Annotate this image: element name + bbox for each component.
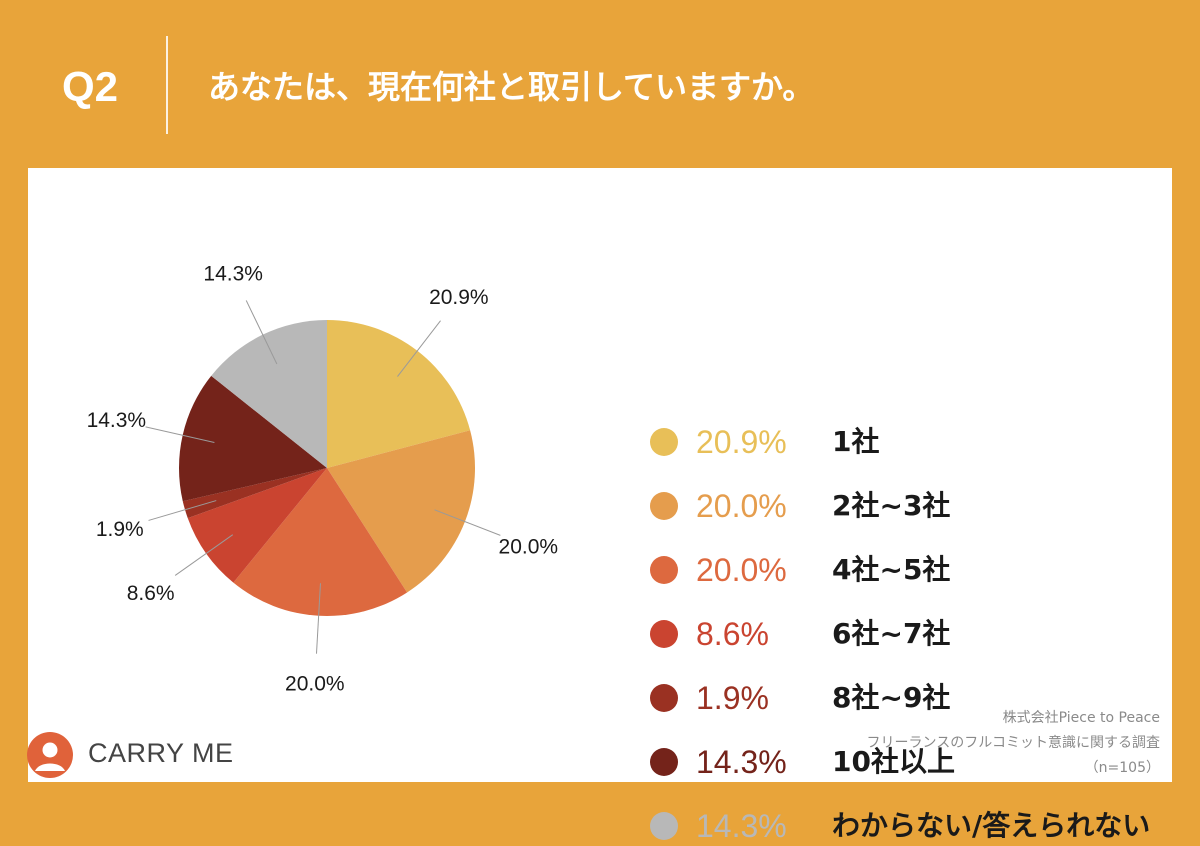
leader-line xyxy=(397,320,441,377)
legend-item: 8.6% 6社~7社 xyxy=(650,612,1190,652)
chart-panel: 20.9% 20.0% 20.0% 8.6% 1.9% 14.3% 14.3% 20.9% 1… xyxy=(28,168,1172,844)
data-label: 14.3% xyxy=(87,409,147,432)
legend-category: 6社~7社 xyxy=(832,617,951,650)
pie-slice xyxy=(327,430,475,593)
legend-item: 20.0% 4社~5社 xyxy=(650,548,1190,588)
brand-logo: CARRY ME xyxy=(26,726,326,786)
question-title: あなたは、現在何社と取引していますか。 xyxy=(208,68,815,106)
data-label: 20.0% xyxy=(285,673,345,696)
leader-line xyxy=(145,426,215,443)
leader-line xyxy=(434,509,501,536)
legend-category: 1社 xyxy=(832,425,880,458)
data-label: 8.6% xyxy=(127,582,175,605)
legend-swatch xyxy=(650,620,678,648)
legend-category: 10社以上 xyxy=(832,745,955,778)
data-label: 14.3% xyxy=(203,262,263,285)
header: Q2 あなたは、現在何社と取引していますか。 xyxy=(0,0,1200,168)
legend-category: わからない/答えられない xyxy=(832,809,1151,842)
leader-line xyxy=(315,583,321,654)
legend-item: 20.0% 2社~3社 xyxy=(650,484,1190,524)
legend-percent: 8.6% xyxy=(696,616,769,652)
pie-slice xyxy=(178,375,327,502)
legend-item: 20.9% 1社 xyxy=(650,420,1190,460)
pie-slice xyxy=(187,468,327,583)
legend-percent: 14.3% xyxy=(696,808,787,844)
data-label: 20.9% xyxy=(429,286,489,309)
pie-slice xyxy=(182,468,327,519)
source-sample-size: （n=105） xyxy=(1084,760,1160,776)
source-company: 株式会社Piece to Peace xyxy=(1002,710,1160,726)
leader-line xyxy=(245,300,278,365)
pie-slice xyxy=(327,320,471,468)
legend-category: 8社~9社 xyxy=(832,681,951,714)
legend-swatch xyxy=(650,812,678,840)
header-divider xyxy=(166,36,168,134)
data-label: 20.0% xyxy=(499,535,559,558)
logo-text: CARRY ME xyxy=(88,738,234,768)
data-label: 1.9% xyxy=(96,518,144,541)
question-number: Q2 xyxy=(62,63,119,110)
leader-line xyxy=(174,534,234,576)
legend-percent: 20.0% xyxy=(696,488,787,524)
legend-percent: 1.9% xyxy=(696,680,769,716)
leader-line xyxy=(148,500,217,521)
legend-swatch xyxy=(650,684,678,712)
legend-item: 14.3% 10社以上 xyxy=(650,740,1190,780)
legend-percent: 20.0% xyxy=(696,552,787,588)
legend-percent: 20.9% xyxy=(696,424,787,460)
source-note: 株式会社Piece to Peace フリーランスのフルコミット意識に関する調査… xyxy=(867,706,1160,781)
legend-swatch xyxy=(650,492,678,520)
legend-swatch xyxy=(650,556,678,584)
legend-swatch xyxy=(650,428,678,456)
legend-category: 2社~3社 xyxy=(832,489,951,522)
legend-category: 4社~5社 xyxy=(832,553,951,586)
pie-chart: 20.9% 20.0% 20.0% 8.6% 1.9% 14.3% 14.3% xyxy=(87,262,559,696)
source-survey: フリーランスのフルコミット意識に関する調査 xyxy=(866,735,1160,751)
pie-slice xyxy=(233,468,408,616)
legend-swatch xyxy=(650,748,678,776)
pie-slice xyxy=(211,320,327,468)
carry-me-logo-icon xyxy=(27,732,73,778)
legend-percent: 14.3% xyxy=(696,744,787,780)
legend-item: 1.9% 8社~9社 xyxy=(650,676,1190,716)
legend-item: 14.3% わからない/答えられない xyxy=(650,804,1190,844)
